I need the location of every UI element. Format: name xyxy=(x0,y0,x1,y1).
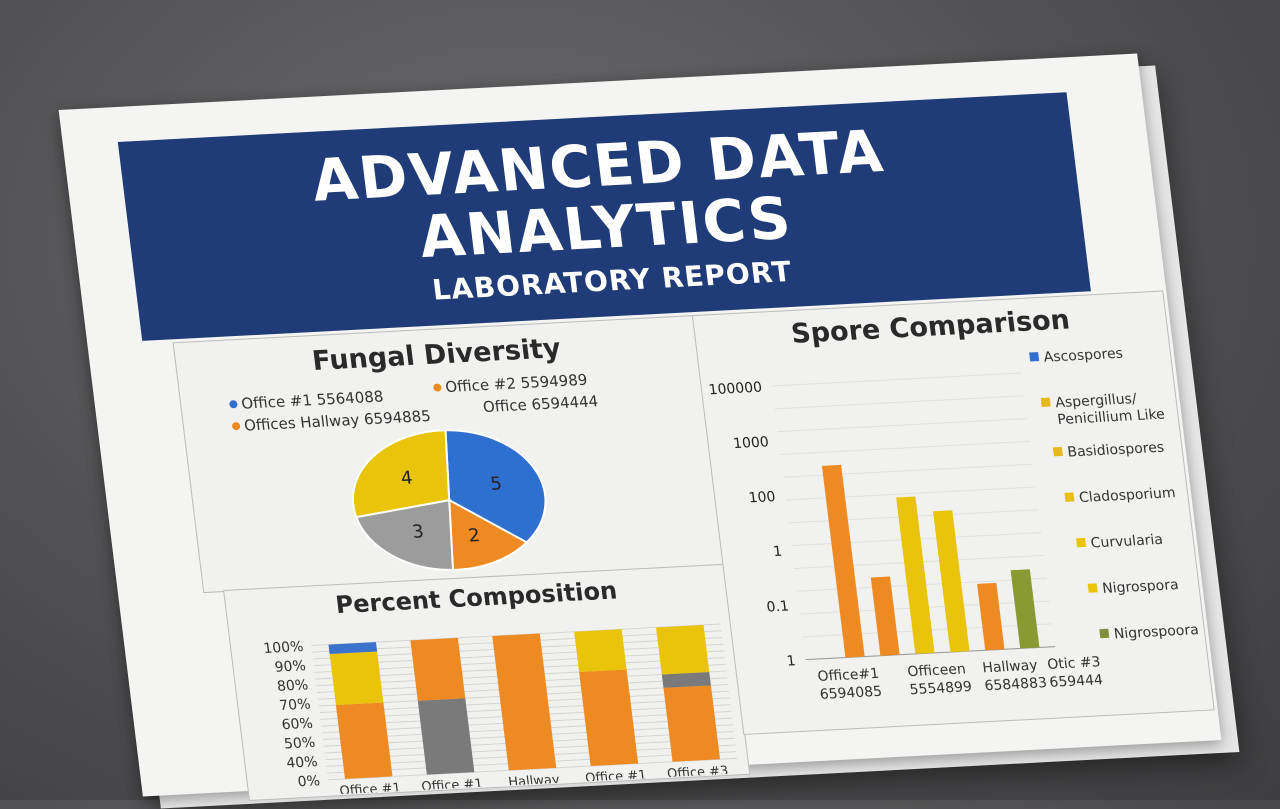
y-tick-label: 100% xyxy=(263,639,305,657)
pie-slice xyxy=(351,429,451,519)
legend-marker xyxy=(1029,352,1040,362)
spore-comparison-panel: Spore Comparison 100000 1000 100 1 0.1 1 Offic… xyxy=(691,290,1215,736)
y-tick-label: 40% xyxy=(286,754,319,772)
bar-segment xyxy=(329,651,384,706)
y-tick-label: 70% xyxy=(278,697,311,715)
x-tick-label: Office #1 xyxy=(421,777,484,795)
bar-segment xyxy=(579,669,639,767)
y-tick-label: 100000 xyxy=(708,380,763,399)
legend-marker xyxy=(1087,583,1098,593)
bar xyxy=(933,510,970,653)
percent-composition-panel: Percent Composition 100% 90% 80% 70% 60% 50% 4… xyxy=(223,563,751,801)
slice-label: 3 xyxy=(411,521,425,542)
legend-label: Nigrospora xyxy=(1101,577,1179,597)
legend-label: Office #1 5564088 xyxy=(240,387,384,412)
gridline xyxy=(777,418,1028,433)
legend-label: Ascospores xyxy=(1043,346,1124,366)
legend-marker xyxy=(1064,492,1075,502)
y-tick-label: 60% xyxy=(281,716,314,734)
y-tick-label: 1 xyxy=(786,653,797,669)
gridline xyxy=(783,463,1033,478)
y-tick-label: 0% xyxy=(297,773,321,790)
pie-slice xyxy=(444,429,547,544)
y-tick-label: 80% xyxy=(276,677,309,695)
bar xyxy=(896,496,935,654)
bar xyxy=(821,464,865,658)
legend-marker xyxy=(433,383,442,392)
y-tick-label: 50% xyxy=(283,735,316,753)
legend-marker xyxy=(1040,397,1051,407)
y-tick-label: 1 xyxy=(772,544,783,560)
fungal-diversity-panel: Fungal Diversity Office #1 5564088 Office… xyxy=(172,315,725,594)
legend-marker xyxy=(1099,628,1110,639)
x-tick-label: Office #3 xyxy=(666,764,729,782)
bar-segment xyxy=(410,637,466,701)
y-tick-label: 0.1 xyxy=(766,599,790,616)
bar-segment xyxy=(335,702,393,779)
legend-marker xyxy=(1076,537,1087,548)
legend-marker xyxy=(229,400,238,409)
x-tick-label-id: 659444 xyxy=(1049,672,1104,691)
legend-marker xyxy=(232,422,241,431)
slice-label: 5 xyxy=(489,473,503,494)
bar-segment xyxy=(663,685,721,762)
x-tick-label-id: 6594085 xyxy=(819,684,883,703)
bar-segment xyxy=(656,624,710,675)
bar xyxy=(1010,569,1040,649)
legend-label: Penicillium Like xyxy=(1057,407,1166,429)
x-tick-label: Hallway xyxy=(981,658,1038,677)
bar-segment xyxy=(661,671,711,688)
legend-label: Curvularia xyxy=(1090,532,1164,552)
bar-segment xyxy=(328,642,378,655)
report-page: ADVANCED DATA ANALYTICS LABORATORY REPOR… xyxy=(58,53,1222,801)
bar-segment xyxy=(492,633,557,771)
x-tick-label: Officeen xyxy=(907,661,967,680)
legend-label: Aspergillus/ xyxy=(1054,391,1137,411)
bar xyxy=(977,582,1005,651)
x-tick-label-id: 6584883 xyxy=(984,675,1048,694)
bar-segment xyxy=(574,629,627,673)
legend-marker xyxy=(1052,446,1063,457)
gridline xyxy=(780,440,1031,455)
x-tick-label-id: 5554899 xyxy=(909,679,973,698)
gridline xyxy=(771,372,1022,387)
x-tick-label: Office #1 xyxy=(584,768,647,786)
legend-label: Nigrospoora xyxy=(1113,622,1200,642)
y-tick-label: 90% xyxy=(274,658,307,676)
pie-chart: Office #1 5564088 Office #2 5594989Office… xyxy=(229,371,599,571)
legend-label: Office #2 5594989 xyxy=(444,371,588,396)
stacked-bar-chart: 100%90%80% 70%60%50%40%0% Office #1 Office … xyxy=(263,623,738,799)
y-tick-label: 1000 xyxy=(732,434,770,452)
bar xyxy=(870,576,900,656)
x-tick-label: Otic #3 xyxy=(1046,654,1101,673)
slice-label: 2 xyxy=(467,525,481,546)
pie-slice xyxy=(448,498,529,571)
legend-label: Basidiospores xyxy=(1067,440,1166,461)
bar-segment xyxy=(417,698,475,775)
legend-label: Office 6594444 xyxy=(482,392,599,416)
x-tick-label: Office#1 xyxy=(817,666,880,685)
gridline xyxy=(774,395,1025,410)
legend-label: Cladosporium xyxy=(1078,485,1176,506)
slice-label: 4 xyxy=(400,468,414,489)
y-tick-label: 100 xyxy=(748,489,777,506)
pie-slice xyxy=(354,498,455,571)
